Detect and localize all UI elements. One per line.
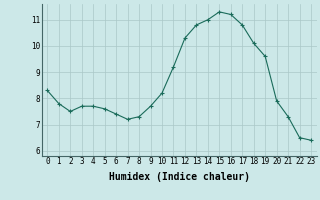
X-axis label: Humidex (Indice chaleur): Humidex (Indice chaleur): [109, 172, 250, 182]
